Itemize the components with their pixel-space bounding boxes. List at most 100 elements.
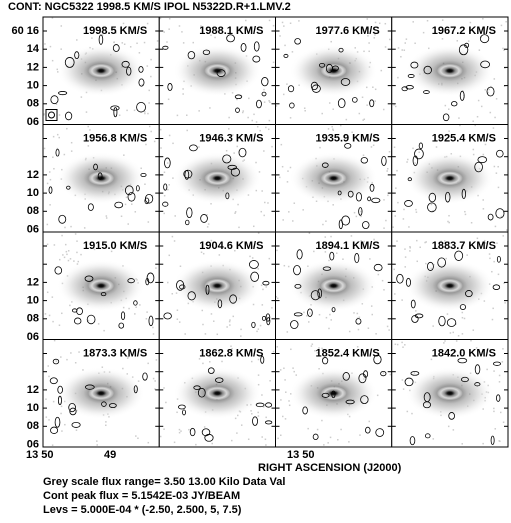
noise [489, 111, 492, 114]
noise [236, 432, 238, 434]
noise [415, 211, 418, 213]
noise [422, 31, 425, 34]
noise [121, 42, 124, 44]
noise [367, 35, 369, 37]
contour [332, 65, 339, 72]
noise [432, 325, 434, 327]
noise [73, 260, 75, 262]
noise [87, 125, 89, 128]
contour [57, 385, 63, 394]
noise [195, 443, 197, 446]
contour [294, 38, 301, 45]
noise [226, 326, 228, 328]
contour [234, 94, 243, 100]
contour [74, 317, 82, 325]
contour [410, 299, 416, 309]
noise [105, 215, 108, 217]
noise [386, 170, 388, 172]
contour [55, 148, 60, 157]
noise [279, 369, 282, 371]
y-tick-label: 12 [27, 384, 39, 396]
contour [163, 312, 172, 320]
noise [469, 29, 472, 32]
noise [289, 117, 292, 119]
contour [369, 183, 375, 192]
noise [138, 52, 141, 54]
noise [166, 41, 168, 43]
noise [269, 101, 271, 104]
noise [329, 313, 331, 316]
contour [360, 157, 368, 164]
noise [293, 202, 296, 204]
noise [498, 440, 500, 442]
noise [268, 19, 271, 22]
noise [176, 309, 179, 311]
contour [321, 162, 329, 168]
contour [261, 91, 267, 97]
noise [455, 323, 457, 325]
contour [251, 321, 256, 328]
contour [222, 154, 232, 164]
noise [141, 84, 144, 86]
contour [362, 221, 370, 230]
noise [241, 111, 244, 114]
noise [289, 22, 292, 25]
noise [118, 114, 121, 117]
noise [492, 307, 494, 310]
noise [374, 21, 377, 24]
noise [448, 130, 450, 132]
noise [374, 88, 377, 91]
noise [401, 49, 403, 51]
noise [105, 421, 107, 423]
noise [426, 19, 429, 22]
noise [285, 391, 287, 393]
noise [282, 415, 284, 418]
noise [182, 93, 184, 95]
noise [234, 211, 237, 213]
contour [329, 251, 335, 261]
noise [122, 22, 125, 25]
contour [380, 371, 387, 377]
noise [76, 251, 78, 254]
galaxy-core [88, 278, 115, 293]
noise [293, 370, 295, 373]
noise [201, 309, 204, 312]
noise [482, 442, 484, 445]
contour [252, 416, 258, 426]
contour [355, 318, 362, 325]
contour [142, 372, 148, 381]
panel-label: 1904.6 KM/S [199, 240, 263, 252]
noise [48, 314, 51, 317]
contour [214, 377, 224, 383]
noise [345, 118, 348, 121]
noise [499, 411, 502, 414]
noise [87, 319, 90, 322]
contour [136, 101, 146, 113]
noise [458, 117, 460, 119]
noise [240, 424, 243, 426]
noise [260, 210, 263, 213]
noise [101, 34, 104, 36]
noise [147, 441, 150, 444]
noise [172, 142, 174, 145]
noise [80, 96, 83, 98]
y-tick-label: 08 [27, 313, 39, 325]
noise [466, 254, 468, 256]
noise [394, 105, 397, 108]
noise [255, 161, 257, 164]
noise [416, 239, 418, 242]
noise [321, 347, 323, 350]
noise [70, 352, 72, 354]
noise [362, 354, 364, 356]
noise [488, 253, 491, 255]
noise [272, 61, 275, 64]
noise [261, 436, 263, 438]
noise [265, 416, 267, 419]
noise [234, 249, 236, 252]
noise [146, 311, 148, 313]
noise [53, 244, 56, 246]
noise [396, 343, 399, 346]
noise [371, 313, 373, 316]
contour [438, 315, 446, 327]
contour [337, 98, 346, 109]
